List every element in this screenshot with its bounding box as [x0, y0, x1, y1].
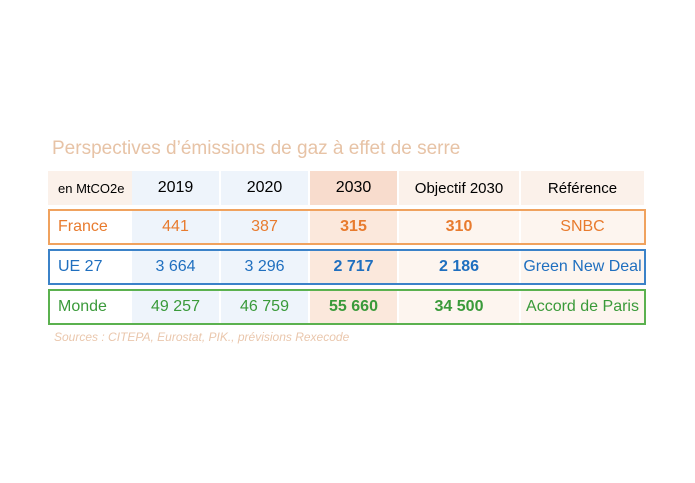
cell-ue27-2020: 3 296	[221, 249, 308, 285]
chart-title: Perspectives d’émissions de gaz à effet …	[52, 138, 461, 159]
cell-france-reference: SNBC	[521, 209, 644, 245]
row-label-monde: Monde	[58, 298, 107, 315]
header-2030: 2030	[310, 171, 397, 205]
cell-france-2030: 315	[310, 209, 397, 245]
row-label-france: France	[58, 218, 108, 235]
cell-france-2020: 387	[221, 209, 308, 245]
cell-monde-objectif: 34 500	[399, 289, 519, 325]
cell-france-2019: 441	[132, 209, 219, 245]
cell-monde-2020: 46 759	[221, 289, 308, 325]
header-objectif-2030: Objectif 2030	[399, 171, 519, 205]
emissions-table: en MtCO2e 2019 2020 2030 Objectif 2030 R…	[48, 171, 646, 325]
cell-france-objectif: 310	[399, 209, 519, 245]
header-2019: 2019	[132, 171, 219, 205]
cell-monde-2019: 49 257	[132, 289, 219, 325]
unit-label: en MtCO2e	[48, 171, 140, 205]
table-row-ue27: UE 27 3 664 3 296 2 717 2 186 Green New …	[48, 249, 646, 285]
table-header-row: en MtCO2e 2019 2020 2030 Objectif 2030 R…	[48, 171, 646, 205]
header-reference: Référence	[521, 171, 644, 205]
cell-monde-2030: 55 660	[310, 289, 397, 325]
cell-ue27-2030: 2 717	[310, 249, 397, 285]
row-label-ue27: UE 27	[58, 258, 103, 275]
header-2020: 2020	[221, 171, 308, 205]
table-row-monde: Monde 49 257 46 759 55 660 34 500 Accord…	[48, 289, 646, 325]
cell-ue27-2019: 3 664	[132, 249, 219, 285]
cell-ue27-reference: Green New Deal	[521, 249, 644, 285]
cell-monde-reference: Accord de Paris	[521, 289, 644, 325]
table-row-france: France 441 387 315 310 SNBC	[48, 209, 646, 245]
source-note: Sources : CITEPA, Eurostat, PIK., prévis…	[54, 330, 350, 344]
cell-ue27-objectif: 2 186	[399, 249, 519, 285]
